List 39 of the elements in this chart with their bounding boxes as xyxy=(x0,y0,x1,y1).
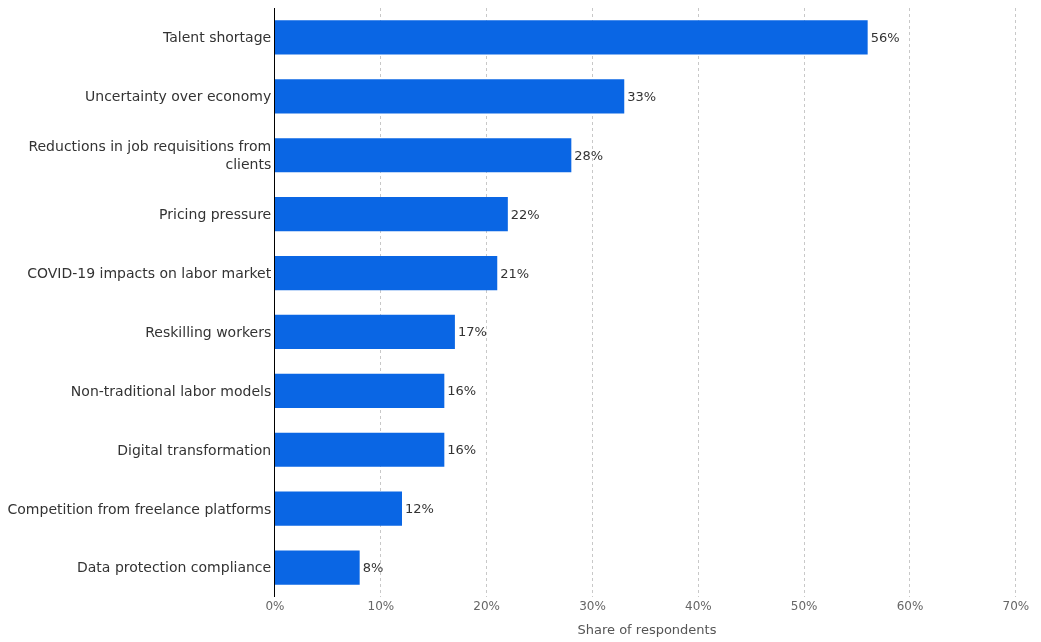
bar xyxy=(275,491,402,526)
y-tick-label: Pricing pressure xyxy=(159,206,272,223)
data-label: 17% xyxy=(457,324,487,340)
bar xyxy=(275,432,445,467)
x-tick-label: 30% xyxy=(579,599,606,613)
y-tick-label: Reductions in job requisitions from clients xyxy=(28,138,272,173)
bar xyxy=(275,314,455,350)
bar xyxy=(275,373,445,408)
bar xyxy=(275,20,868,55)
x-tick-label: 50% xyxy=(790,599,818,613)
bar xyxy=(275,255,498,291)
x-axis-title: Share of respondents xyxy=(577,621,717,637)
bar xyxy=(275,197,508,232)
x-tick-label: 10% xyxy=(367,599,395,613)
y-tick-label: COVID-19 impacts on labor market xyxy=(27,264,272,281)
data-label: 8% xyxy=(362,560,384,576)
x-tick-label: 20% xyxy=(473,599,500,613)
x-tick-label: 0% xyxy=(265,599,285,613)
y-tick-label: Reskilling workers xyxy=(145,323,272,340)
y-tick-label: Competition from freelance platforms xyxy=(7,500,272,517)
data-label: 33% xyxy=(627,88,657,104)
x-tick-label: 60% xyxy=(896,599,924,613)
bar xyxy=(275,550,360,585)
data-label: 28% xyxy=(574,147,604,163)
x-tick-label: 40% xyxy=(684,599,712,613)
y-tick-label: Talent shortage xyxy=(162,29,272,46)
bar xyxy=(275,79,625,114)
data-label: 21% xyxy=(500,265,530,281)
data-label: 12% xyxy=(405,501,434,517)
y-tick-label: Digital transformation xyxy=(117,441,272,458)
y-tick-label: Data protection compliance xyxy=(77,559,272,576)
bar xyxy=(275,138,572,173)
x-tick-label: 70% xyxy=(1002,599,1030,613)
y-tick-label: Non-traditional labor models xyxy=(70,382,272,399)
data-label: 22% xyxy=(510,206,540,222)
y-tick-label: Uncertainty over economy xyxy=(85,88,272,105)
data-label: 16% xyxy=(447,442,477,458)
data-label: 56% xyxy=(870,29,900,45)
data-label: 16% xyxy=(447,383,477,399)
